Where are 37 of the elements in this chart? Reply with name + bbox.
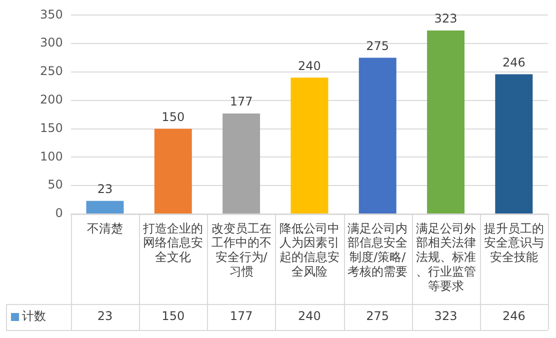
bar (427, 30, 465, 214)
y-tick-label: 0 (55, 206, 63, 220)
x-tick-label: 满足公司外部相关法律法规、标准、行业监管等要求 (416, 221, 476, 293)
bar (290, 78, 328, 214)
y-tick-label: 200 (40, 92, 63, 107)
x-tick-label: 满足公司内部信息安全制度/策略/考核的需要 (348, 221, 408, 279)
bar (154, 128, 192, 214)
x-tick-label: 改变员工在工作中的不安全行为/习惯 (211, 221, 272, 279)
x-tick-label: 降低公司中人为因素引起的信息安全风险 (279, 221, 340, 279)
bar (86, 200, 124, 214)
legend-label: 计数 (22, 309, 46, 324)
data-label: 177 (230, 309, 253, 324)
annotation: 23 (97, 182, 113, 196)
x-tick-label: 不清楚 (86, 221, 123, 236)
annotation: 246 (502, 55, 526, 70)
y-tick-label: 250 (40, 64, 63, 78)
bar (358, 58, 396, 214)
y-tick-label: 350 (40, 7, 63, 22)
data-label: 323 (434, 309, 458, 324)
y-tick-label: 50 (48, 178, 63, 192)
x-tick-label: 打造企业的网络信息安全文化 (142, 221, 204, 264)
y-tick-label: 100 (40, 149, 63, 164)
data-label: 23 (97, 309, 113, 324)
data-label: 246 (502, 309, 526, 324)
annotation: 275 (366, 38, 390, 53)
bar (222, 113, 260, 214)
y-tick-label: 300 (40, 36, 63, 50)
data-label: 240 (298, 309, 321, 324)
annotation: 240 (298, 58, 321, 73)
annotation: 177 (230, 94, 253, 109)
data-label: 275 (366, 309, 390, 324)
x-tick-label: 提升员工的安全意识与安全技能 (484, 221, 544, 264)
bar (495, 74, 533, 214)
y-tick-label: 150 (40, 120, 63, 135)
annotation: 323 (434, 12, 458, 26)
data-label: 150 (162, 309, 185, 324)
annotation: 150 (162, 110, 185, 124)
